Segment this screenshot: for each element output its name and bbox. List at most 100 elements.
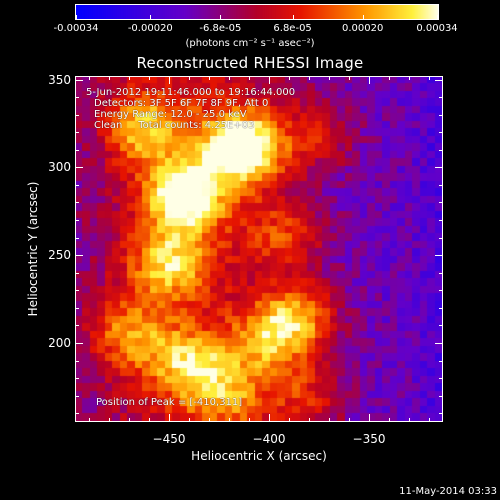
x-tick-mark — [349, 418, 350, 422]
y-axis-label: Heliocentric Y (arcsec) — [26, 181, 40, 317]
x-tick-mark — [389, 418, 390, 422]
y-tick-mark — [435, 79, 443, 81]
colorbar-tick-label: -0.00034 — [53, 23, 99, 34]
annotation-method: Clean Total counts: 4.25E+03 — [94, 120, 255, 131]
x-tick-mark — [329, 76, 330, 80]
y-tick-mark — [439, 395, 443, 397]
x-axis-label: Heliocentric X (arcsec) — [191, 449, 327, 463]
y-tick-mark — [75, 202, 79, 204]
x-tick-mark — [309, 418, 310, 422]
y-tick-mark — [75, 290, 79, 292]
x-tick-mark — [269, 414, 270, 422]
footer-date: 11-May-2014 03:33 — [399, 486, 497, 497]
y-tick-mark — [75, 167, 83, 169]
x-tick-label: −350 — [352, 432, 386, 446]
y-tick-mark — [75, 378, 79, 380]
x-tick-mark — [429, 76, 430, 80]
colorbar-tick-label: -0.00020 — [127, 23, 173, 34]
x-tick-mark — [289, 418, 290, 422]
colorbar-tick-mark — [220, 15, 222, 20]
y-tick-mark — [439, 307, 443, 309]
colorbar-tick-mark — [76, 15, 77, 20]
colorbar-tick-label: 6.8e-05 — [273, 23, 312, 34]
y-tick-mark — [75, 325, 79, 327]
annotation-peak-position: Position of Peak = [-410,311] — [96, 397, 243, 408]
colorbar-tick-mark — [437, 15, 438, 20]
y-tick-mark — [75, 237, 79, 239]
y-tick-mark — [439, 272, 443, 274]
y-tick-label: 250 — [48, 248, 71, 263]
y-tick-mark — [75, 114, 79, 116]
y-tick-mark — [75, 220, 79, 222]
y-tick-mark — [439, 184, 443, 186]
y-tick-label: 200 — [48, 335, 71, 350]
colorbar-tick-mark — [362, 15, 364, 20]
y-tick-mark — [75, 255, 83, 257]
y-tick-mark — [439, 360, 443, 362]
x-tick-mark — [429, 418, 430, 422]
y-tick-mark — [439, 220, 443, 222]
y-tick-mark — [435, 167, 443, 169]
y-tick-mark — [439, 149, 443, 151]
x-tick-mark — [309, 76, 310, 80]
y-tick-mark — [439, 114, 443, 116]
y-tick-mark — [75, 342, 83, 344]
y-tick-mark — [75, 307, 79, 309]
colorbar — [75, 4, 439, 20]
y-tick-mark — [75, 79, 83, 81]
colorbar-tick-label: 0.00020 — [341, 23, 384, 34]
x-tick-mark — [229, 76, 230, 80]
x-tick-mark — [209, 76, 210, 80]
x-tick-mark — [329, 418, 330, 422]
x-tick-mark — [249, 418, 250, 422]
x-tick-mark — [249, 76, 250, 80]
x-tick-mark — [109, 76, 110, 80]
y-tick-mark — [439, 413, 443, 415]
y-tick-mark — [439, 378, 443, 380]
y-tick-mark — [439, 97, 443, 99]
y-tick-mark — [75, 272, 79, 274]
x-tick-mark — [89, 76, 90, 80]
y-tick-mark — [439, 325, 443, 327]
x-tick-mark — [129, 76, 130, 80]
x-tick-mark — [149, 418, 150, 422]
x-tick-mark — [289, 76, 290, 80]
x-tick-mark — [169, 76, 170, 84]
rhessi-image — [75, 76, 443, 422]
annotation-time-range: 5-Jun-2012 19:11:46.000 to 19:16:44.000 — [86, 87, 296, 98]
y-tick-mark — [439, 290, 443, 292]
x-tick-mark — [89, 418, 90, 422]
y-tick-label: 350 — [48, 72, 71, 87]
y-tick-mark — [75, 97, 79, 99]
x-tick-mark — [209, 418, 210, 422]
x-tick-mark — [269, 76, 270, 84]
x-tick-mark — [349, 76, 350, 80]
colorbar-units: (photons cm⁻² s⁻¹ asec⁻²) — [185, 38, 315, 49]
plot-frame — [75, 76, 443, 422]
y-tick-mark — [439, 202, 443, 204]
x-tick-mark — [389, 76, 390, 80]
x-tick-mark — [229, 418, 230, 422]
x-tick-mark — [409, 76, 410, 80]
x-tick-mark — [169, 414, 170, 422]
y-tick-mark — [75, 360, 79, 362]
x-tick-mark — [369, 414, 370, 422]
x-tick-mark — [369, 76, 370, 84]
y-tick-mark — [435, 342, 443, 344]
colorbar-tick-mark — [150, 15, 152, 20]
x-tick-mark — [129, 418, 130, 422]
y-tick-mark — [75, 149, 79, 151]
y-tick-mark — [75, 184, 79, 186]
annotation-detectors: Detectors: 3F 5F 6F 7F 8F 9F, Att 0 — [94, 98, 269, 109]
y-tick-mark — [75, 395, 79, 397]
x-tick-label: −400 — [252, 432, 286, 446]
y-tick-mark — [439, 132, 443, 134]
x-tick-label: −450 — [152, 432, 186, 446]
y-tick-mark — [435, 255, 443, 257]
y-tick-label: 300 — [48, 160, 71, 175]
y-tick-mark — [75, 413, 79, 415]
x-tick-mark — [189, 418, 190, 422]
x-tick-mark — [149, 76, 150, 80]
colorbar-tick-label: -6.8e-05 — [199, 23, 242, 34]
x-tick-mark — [189, 76, 190, 80]
